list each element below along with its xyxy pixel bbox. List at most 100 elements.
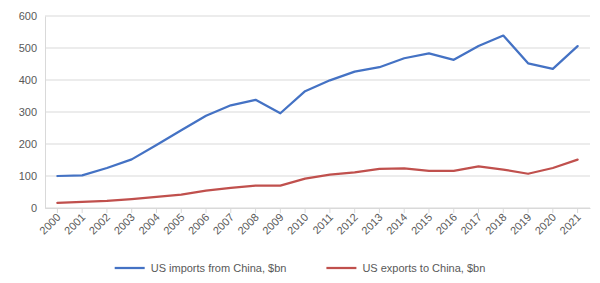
legend-swatch [326,267,356,269]
x-tick-mark [329,208,330,213]
legend-swatch [115,267,145,269]
legend-entry: US exports to China, $bn [326,262,485,274]
y-tick: 500 [19,42,45,54]
y-tick-label: 500 [19,42,37,54]
x-tick: 2014 [384,208,410,237]
x-tick: 2004 [136,208,162,237]
x-tick-mark [280,208,281,213]
y-tick-label: 0 [31,202,37,214]
grid [45,16,590,208]
series-line [57,36,577,176]
x-tick-label: 2004 [136,211,162,237]
x-tick: 2016 [433,208,459,237]
legend-label: US exports to China, $bn [362,262,485,274]
x-tick-label: 2002 [87,211,113,237]
x-tick-label: 2001 [62,211,88,237]
x-tick: 2021 [557,208,583,237]
legend-label: US imports from China, $bn [151,262,287,274]
x-tick-label: 2019 [508,211,534,237]
y-tick: 300 [19,106,45,118]
x-tick-mark [552,208,553,213]
y-tick: 400 [19,74,45,86]
x-tick-mark [305,208,306,213]
x-tick: 2006 [186,208,212,237]
y-tick: 0 [31,202,45,214]
x-tick: 2017 [458,208,484,237]
x-tick-mark [181,208,182,213]
x-tick-label: 2012 [334,211,360,237]
x-tick-label: 2009 [260,211,286,237]
chart: 0100200300400500600200020012002200320042… [0,0,600,283]
x-tick-label: 2007 [210,211,236,237]
x-tick-label: 2014 [384,211,410,237]
x-tick-label: 2003 [111,211,137,237]
x-tick-mark [528,208,529,213]
series-line [57,160,577,203]
x-tick: 2007 [210,208,236,237]
x-tick-mark [82,208,83,213]
y-tick-label: 600 [19,10,37,22]
x-tick-label: 2017 [458,211,484,237]
x-tick: 2005 [161,208,187,237]
grid-line [45,112,590,113]
grid-line [45,144,590,145]
x-tick-mark [106,208,107,213]
x-tick-label: 2010 [285,211,311,237]
x-tick-mark [131,208,132,213]
x-tick-mark [230,208,231,213]
x-tick: 2018 [483,208,509,237]
x-tick-mark [577,208,578,213]
x-tick-label: 2006 [186,211,212,237]
x-tick: 2000 [37,208,63,237]
grid-line [45,48,590,49]
plot: 0100200300400500600200020012002200320042… [19,10,591,237]
x-tick: 2015 [409,208,435,237]
x-tick: 2019 [508,208,534,237]
grid-line [45,208,590,209]
x-tick-label: 2016 [433,211,459,237]
x-tick-mark [206,208,207,213]
x-tick: 2013 [359,208,385,237]
x-tick-label: 2000 [37,211,63,237]
x-tick-mark [478,208,479,213]
x-tick-mark [503,208,504,213]
x-tick-label: 2020 [532,211,558,237]
x-tick: 2012 [334,208,360,237]
x-tick-mark [404,208,405,213]
x-tick: 2009 [260,208,286,237]
x-tick-mark [57,208,58,213]
x-tick-label: 2021 [557,211,583,237]
grid-line [45,80,590,81]
y-axis-line [45,17,46,209]
x-axis: 2000200120022003200420052006200720082009… [37,208,590,237]
x-tick-mark [354,208,355,213]
x-tick: 2002 [87,208,113,237]
legend: US imports from China, $bn US exports to … [115,262,486,274]
x-tick: 2001 [62,208,88,237]
legend-entry: US imports from China, $bn [115,262,287,274]
x-tick: 2020 [532,208,558,237]
x-tick-label: 2015 [409,211,435,237]
x-axis-line [46,208,591,209]
x-tick: 2003 [111,208,137,237]
x-tick-label: 2018 [483,211,509,237]
series-lines [57,36,577,203]
x-tick-mark [156,208,157,213]
x-tick-label: 2011 [310,211,335,236]
y-tick-label: 100 [19,170,37,182]
y-tick-label: 300 [19,106,37,118]
x-tick-mark [255,208,256,213]
y-tick-label: 400 [19,74,37,86]
x-tick-label: 2005 [161,211,187,237]
x-tick-mark [453,208,454,213]
x-tick-mark [428,208,429,213]
y-tick: 600 [19,10,45,22]
y-tick: 200 [19,138,45,150]
x-tick: 2010 [285,208,311,237]
y-tick: 100 [19,170,45,182]
x-tick: 2008 [235,208,261,237]
x-tick-mark [379,208,380,213]
grid-line [45,16,590,17]
x-tick-label: 2013 [359,211,385,237]
y-axis: 0 100 200 300 400 500 600 [19,10,46,214]
